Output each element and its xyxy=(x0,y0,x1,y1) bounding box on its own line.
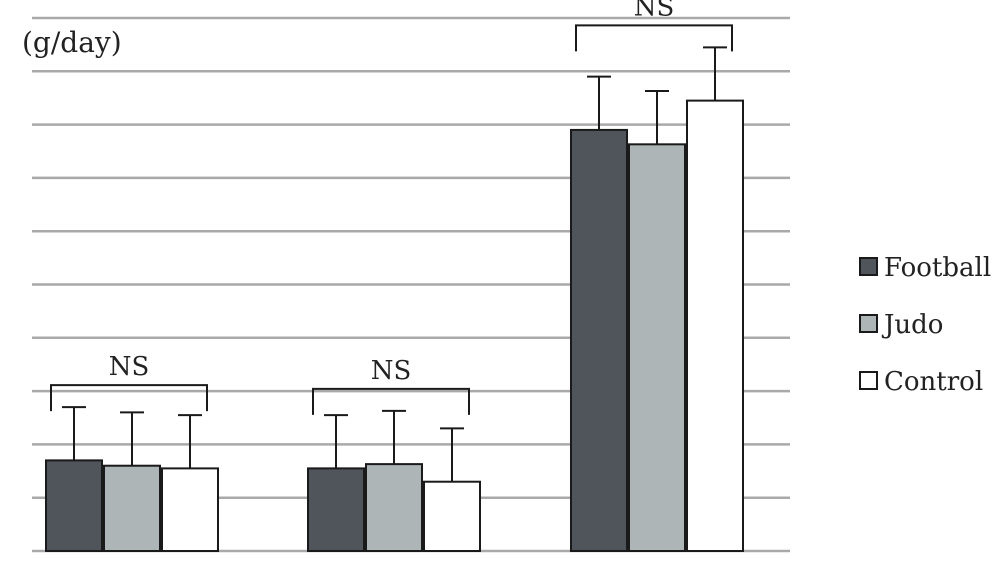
ns-bracket: NS xyxy=(50,352,208,412)
legend-swatch xyxy=(859,371,878,390)
bars xyxy=(45,99,744,553)
legend-label: Football xyxy=(884,253,991,283)
error-bar xyxy=(703,46,727,101)
bar-football-3 xyxy=(570,128,628,552)
bar-football-1 xyxy=(45,459,103,553)
legend-swatch xyxy=(859,314,878,333)
legend: Football Judo Control xyxy=(859,253,991,397)
error-bar xyxy=(178,414,202,469)
error-bar xyxy=(440,427,464,482)
error-bar xyxy=(645,90,669,145)
legend-swatch xyxy=(859,257,878,276)
legend-item-judo: Judo xyxy=(859,310,943,340)
bar-control-3 xyxy=(686,99,744,553)
ns-label: NS xyxy=(371,356,412,386)
legend-item-control: Control xyxy=(859,367,983,397)
bar-judo-1 xyxy=(103,464,161,552)
ns-bracket: NS xyxy=(575,0,733,52)
error-bar xyxy=(62,406,86,461)
legend-label: Control xyxy=(884,367,983,397)
bar-control-2 xyxy=(423,480,481,552)
significance-brackets: NS NS NS xyxy=(50,0,733,415)
bar-judo-3 xyxy=(628,143,686,552)
bar-control-1 xyxy=(161,467,219,553)
error-bar xyxy=(120,411,144,466)
error-bar xyxy=(382,409,406,465)
error-bars xyxy=(62,46,727,482)
legend-item-football: Football xyxy=(859,253,991,283)
ns-label: NS xyxy=(109,352,150,382)
error-bar xyxy=(324,414,348,469)
y-axis-label: (g/day) xyxy=(22,26,122,59)
bar-judo-2 xyxy=(365,463,423,552)
ns-label: NS xyxy=(634,0,675,22)
error-bar xyxy=(587,75,611,130)
ns-bracket: NS xyxy=(312,356,470,415)
bar-football-2 xyxy=(307,467,365,553)
legend-label: Judo xyxy=(881,310,943,340)
